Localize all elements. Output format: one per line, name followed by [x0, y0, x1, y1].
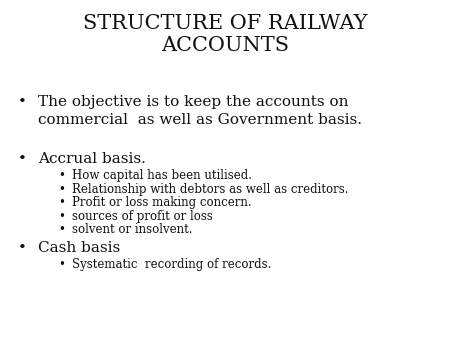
Text: •: •	[18, 152, 27, 166]
Text: •: •	[18, 95, 27, 108]
Text: Profit or loss making concern.: Profit or loss making concern.	[72, 196, 252, 209]
Text: STRUCTURE OF RAILWAY
ACCOUNTS: STRUCTURE OF RAILWAY ACCOUNTS	[83, 14, 367, 55]
Text: Cash basis: Cash basis	[38, 241, 121, 255]
Text: Systematic  recording of records.: Systematic recording of records.	[72, 258, 271, 270]
Text: •: •	[58, 223, 65, 236]
Text: •: •	[58, 258, 65, 270]
Text: How capital has been utilised.: How capital has been utilised.	[72, 169, 252, 182]
Text: commercial  as well as Government basis.: commercial as well as Government basis.	[38, 113, 362, 127]
Text: Accrual basis.: Accrual basis.	[38, 152, 146, 166]
Text: solvent or insolvent.: solvent or insolvent.	[72, 223, 193, 236]
Text: The objective is to keep the accounts on: The objective is to keep the accounts on	[38, 95, 349, 108]
Text: •: •	[58, 169, 65, 182]
Text: •: •	[58, 196, 65, 209]
Text: •: •	[58, 183, 65, 195]
Text: Relationship with debtors as well as creditors.: Relationship with debtors as well as cre…	[72, 183, 348, 195]
Text: •: •	[18, 241, 27, 255]
Text: •: •	[58, 210, 65, 222]
Text: sources of profit or loss: sources of profit or loss	[72, 210, 213, 222]
